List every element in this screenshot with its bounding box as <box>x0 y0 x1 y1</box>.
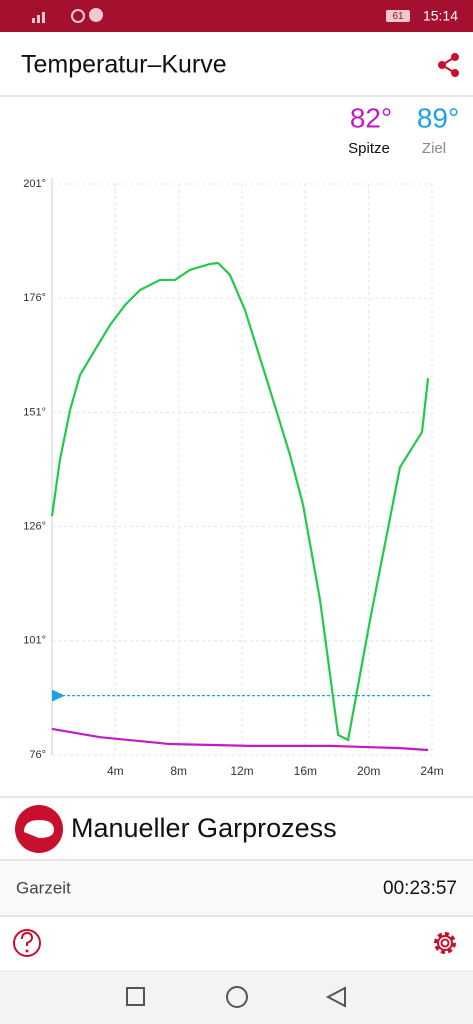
peak-label: Spitze <box>348 140 390 157</box>
nav-bar <box>0 970 473 1024</box>
x-tick-label: 12m <box>230 764 253 778</box>
y-tick-label: 176° <box>23 292 46 304</box>
target-value: 89° <box>417 102 459 133</box>
share-button[interactable] <box>438 53 459 77</box>
recent-apps-button[interactable] <box>126 987 145 1006</box>
settings-button[interactable] <box>434 932 456 954</box>
series-line <box>51 727 429 752</box>
help-button[interactable] <box>13 929 41 957</box>
cook-time-label: Garzeit <box>16 878 71 897</box>
y-tick-label: 151° <box>23 406 46 418</box>
x-tick-label: 20m <box>357 764 380 778</box>
target-label: Ziel <box>422 140 446 157</box>
x-tick-label: 24m <box>420 764 443 778</box>
process-title: Manueller Garprozess <box>71 813 337 843</box>
battery-icon <box>386 10 410 22</box>
back-button[interactable] <box>325 986 346 1008</box>
peak-value: 82° <box>350 102 392 133</box>
y-tick-label: 201° <box>23 178 46 190</box>
x-tick-label: 16m <box>294 764 317 778</box>
y-tick-label: 76° <box>29 749 46 761</box>
meat-icon <box>24 820 54 838</box>
battery-level: 61 <box>392 11 404 22</box>
status-icons <box>32 8 103 23</box>
y-tick-label: 126° <box>23 521 46 533</box>
y-tick-label: 101° <box>23 635 46 647</box>
series-line <box>50 261 430 742</box>
x-tick-label: 8m <box>170 764 187 778</box>
page-title: Temperatur–Kurve <box>21 51 227 79</box>
x-tick-label: 4m <box>107 764 124 778</box>
cook-time-value: 00:23:57 <box>383 878 457 899</box>
cook-time-row <box>0 861 473 916</box>
chart: 76° 101° 126° 151° 176° 201° 4m 8m 12m 16m 20m 24m <box>23 178 443 778</box>
target-marker <box>52 689 65 702</box>
clock: 15:14 <box>423 8 458 24</box>
home-button[interactable] <box>226 986 248 1008</box>
